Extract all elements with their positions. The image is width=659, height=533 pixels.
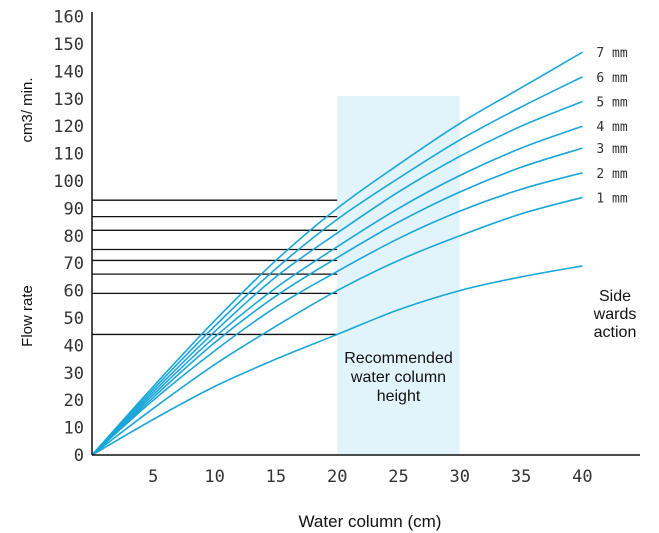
y-tick-150: 150 [53,35,84,55]
recommended-band [337,96,460,455]
y-tick-70: 70 [64,254,84,274]
y-tick-40: 40 [64,336,84,356]
series-label-7: 7 mm [596,46,627,61]
series-lines-group [91,51,583,456]
axes-group [91,12,640,456]
y-axis-units-title: cm3/ min. [19,77,36,142]
series-line-6 [91,76,583,456]
x-axis-title: Water column (cm) [299,512,442,531]
x-tick-10: 10 [204,467,224,487]
y-tick-90: 90 [64,199,84,219]
y-tick-0: 0 [74,446,84,466]
y-tick-30: 30 [64,364,84,384]
side-label-line-2: action [594,324,637,341]
series-label-5: 5 mm [596,96,627,111]
y-tick-20: 20 [64,391,84,411]
series-line-4 [91,125,583,456]
series-label-6: 6 mm [596,71,627,86]
y-tick-160: 160 [53,8,84,28]
x-tick-20: 20 [327,467,347,487]
series-line-1 [91,196,583,456]
x-tick-5: 5 [148,467,158,487]
series-line-0 [91,265,583,456]
y-tick-labels: 0 10 20 30 40 50 60 70 80 90 100 110 120 130 140 150 160 [53,8,84,466]
band-label-line-2: height [377,388,421,405]
band-label-line-0: Recommended [344,350,453,367]
y-tick-120: 120 [53,117,84,137]
series-label-4: 4 mm [596,120,627,135]
x-tick-40: 40 [572,467,592,487]
y-tick-10: 10 [64,419,84,439]
series-line-7 [91,51,583,456]
annotations: Recommended water column height Sidewardsac… [344,288,636,405]
recommended-band-group [337,96,460,455]
y-tick-80: 80 [64,227,84,247]
series-label-3: 3 mm [596,142,627,157]
x-tick-15: 15 [266,467,286,487]
side-label-line-0: Side [599,288,631,305]
y-tick-50: 50 [64,309,84,329]
x-tick-labels: 5 10 15 20 25 30 35 40 [148,467,592,487]
series-label-2: 2 mm [596,167,627,182]
series-line-2 [91,172,583,456]
y-tick-130: 130 [53,90,84,110]
y-tick-100: 100 [53,172,84,192]
side-label-line-1: wards [593,306,637,323]
series-line-5 [91,100,583,456]
series-label-1: 1 mm [596,191,627,206]
series-labels: 1 mm 2 mm 3 mm 4 mm 5 mm 6 mm 7 mm [596,46,627,206]
y-tick-60: 60 [64,282,84,302]
x-tick-25: 25 [388,467,408,487]
series-line-3 [91,147,583,456]
y-axis-title: Flow rate [19,285,36,347]
reference-lines-group [92,199,338,336]
x-tick-30: 30 [450,467,470,487]
band-label-line-1: water column [350,369,446,386]
y-tick-140: 140 [53,62,84,82]
y-tick-110: 110 [53,145,84,165]
x-tick-35: 35 [511,467,531,487]
